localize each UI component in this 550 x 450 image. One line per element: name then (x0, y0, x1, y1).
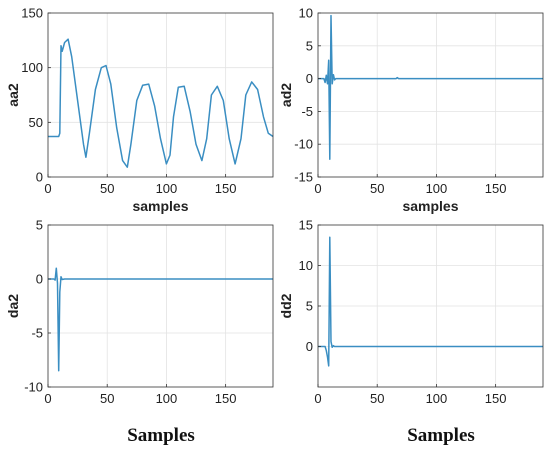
y-tick-label: -15 (294, 170, 313, 185)
y-tick-label: 10 (299, 6, 313, 21)
x-tick-label: 50 (100, 181, 114, 196)
panel-da2: 0 50 100 150 -10 -5 0 5 da2 (5, 218, 274, 406)
x-tick-label: 50 (370, 181, 384, 196)
series-line-da2 (48, 267, 273, 372)
y-tick-label: 0 (36, 272, 43, 287)
x-tick-label: 50 (370, 391, 384, 406)
x-tick-label: 100 (156, 391, 178, 406)
series-line-ad2 (318, 14, 543, 161)
y-axis-label: dd2 (278, 293, 294, 318)
panel-ad2: 0 50 100 150 -15 -10 -5 0 5 10 ad2 samples (278, 6, 544, 214)
x-tick-label: 150 (215, 391, 237, 406)
y-tick-label: 150 (21, 6, 43, 21)
x-axis-label: samples (132, 198, 188, 214)
y-tick-label: -10 (24, 380, 43, 395)
y-axis-label: ad2 (278, 83, 294, 107)
caption-bottom-left: Samples (127, 425, 195, 446)
x-tick-label: 150 (485, 391, 507, 406)
axes-frame (47, 224, 274, 388)
axes-frame (47, 12, 274, 178)
y-axis-label: aa2 (5, 83, 21, 107)
x-tick-label: 0 (44, 181, 51, 196)
x-tick-label: 150 (485, 181, 507, 196)
y-tick-label: 10 (299, 258, 313, 273)
y-axis-label: da2 (5, 294, 21, 318)
y-tick-label: -5 (31, 326, 43, 341)
y-tick-label: 0 (306, 71, 313, 86)
x-tick-label: 0 (314, 391, 321, 406)
axes-frame (317, 12, 544, 178)
series-line-aa2 (48, 38, 274, 168)
y-tick-label: 50 (29, 115, 43, 130)
x-axis-label: samples (402, 198, 458, 214)
y-tick-label: -10 (294, 137, 313, 152)
y-tick-label: 0 (306, 339, 313, 354)
panel-dd2: 0 50 100 150 0 5 10 15 dd2 (278, 218, 544, 406)
y-tick-label: -5 (301, 104, 313, 119)
y-tick-label: 100 (21, 60, 43, 75)
x-tick-label: 50 (100, 391, 114, 406)
y-tick-label: 5 (36, 218, 43, 233)
series-line-dd2 (318, 236, 543, 367)
x-tick-label: 150 (215, 181, 237, 196)
panel-aa2: 0 50 100 150 0 50 100 150 aa2 samples (5, 6, 274, 214)
caption-bottom-right: Samples (407, 425, 475, 446)
y-tick-label: 5 (306, 299, 313, 314)
x-tick-label: 100 (426, 391, 448, 406)
x-tick-label: 100 (426, 181, 448, 196)
y-tick-label: 15 (299, 218, 313, 233)
x-tick-label: 100 (156, 181, 178, 196)
y-tick-label: 0 (36, 170, 43, 185)
x-tick-label: 0 (314, 181, 321, 196)
x-tick-label: 0 (44, 391, 51, 406)
y-tick-label: 5 (306, 38, 313, 53)
